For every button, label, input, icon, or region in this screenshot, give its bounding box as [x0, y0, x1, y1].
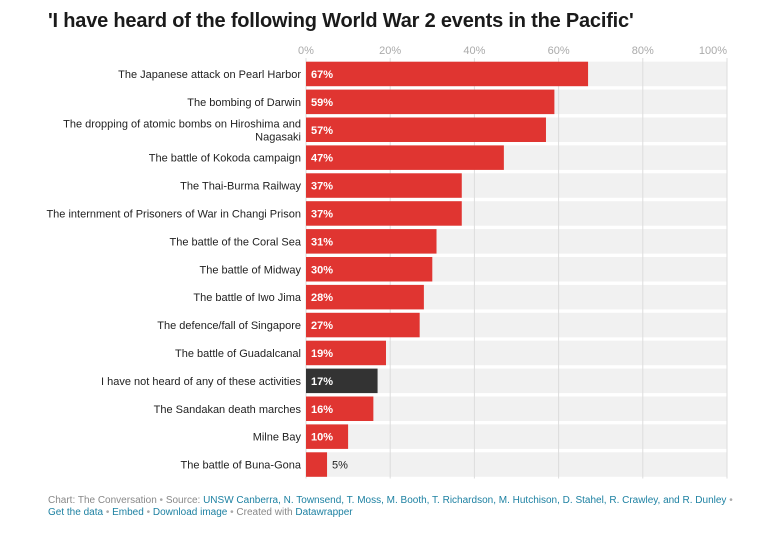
bar-value-label: 28% — [311, 292, 333, 304]
x-tick-label: 20% — [379, 45, 401, 57]
bar-track — [306, 452, 727, 477]
bar — [306, 229, 437, 254]
bar-value-label: 67% — [311, 69, 333, 81]
get-data-link[interactable]: Get the data — [48, 507, 104, 518]
category-label: The dropping of atomic bombs on Hiroshim… — [63, 118, 301, 130]
category-label: The battle of Buna-Gona — [181, 460, 302, 472]
x-tick-label: 60% — [548, 45, 570, 57]
bar — [306, 61, 589, 87]
created-with-label: Created with — [236, 507, 293, 518]
category-label: The battle of Midway — [200, 264, 302, 276]
bar — [306, 284, 424, 310]
x-tick-label: 40% — [463, 45, 485, 57]
bar — [306, 340, 386, 366]
source-prefix: Source: — [165, 495, 201, 506]
category-label: Nagasaki — [255, 131, 301, 143]
bar — [306, 89, 555, 115]
bar-value-label: 27% — [311, 320, 333, 332]
bar — [306, 173, 462, 198]
category-label: The battle of Kokoda campaign — [149, 153, 301, 165]
download-image-link[interactable]: Download image — [152, 507, 228, 518]
x-tick-label: 100% — [699, 45, 727, 57]
embed-link[interactable]: Embed — [112, 507, 144, 518]
bar-value-label: 5% — [332, 460, 348, 472]
bar-value-label: 16% — [311, 404, 333, 416]
bar — [306, 312, 420, 338]
bar-value-label: 37% — [311, 208, 333, 220]
bar — [306, 452, 328, 477]
category-label: The Japanese attack on Pearl Harbor — [118, 69, 301, 81]
bar — [306, 145, 504, 170]
bar — [306, 368, 378, 394]
category-label: The battle of Iwo Jima — [193, 292, 301, 304]
chart-footer: Chart: The Conversation • Source: UNSW C… — [48, 495, 733, 518]
x-tick-label: 0% — [298, 45, 314, 57]
bar-value-label: 30% — [311, 264, 333, 276]
category-label: The internment of Prisoners of War in Ch… — [46, 208, 301, 220]
x-tick-label: 80% — [632, 45, 654, 57]
bar — [306, 396, 374, 421]
bar-value-label: 59% — [311, 97, 333, 109]
chart-credit: Chart: The Conversation — [48, 495, 157, 506]
bar-chart: 0% 20% 40% 60% 80% 100% The Japanese attack on… — [46, 45, 728, 479]
bar-value-label: 57% — [311, 125, 333, 137]
bar-track — [306, 396, 727, 421]
bar — [306, 117, 546, 142]
category-label: The Sandakan death marches — [154, 404, 302, 416]
bar — [306, 257, 433, 282]
category-label: The battle of Guadalcanal — [175, 348, 301, 360]
bar-value-label: 10% — [311, 432, 333, 444]
bar-value-label: 17% — [311, 376, 333, 388]
bar-value-label: 31% — [311, 236, 333, 248]
bar-value-label: 37% — [311, 181, 333, 193]
bar — [306, 201, 462, 226]
bar-value-label: 47% — [311, 153, 333, 165]
source-link[interactable]: UNSW Canberra, N. Townsend, T. Moss, M. … — [203, 495, 727, 506]
category-label: The bombing of Darwin — [187, 97, 301, 109]
datawrapper-link[interactable]: Datawrapper — [295, 507, 353, 518]
category-label: I have not heard of any of these activit… — [101, 376, 301, 388]
bar-value-label: 19% — [311, 348, 333, 360]
bar-track — [306, 424, 727, 449]
bar — [306, 424, 349, 449]
category-label: The Thai-Burma Railway — [180, 181, 301, 193]
category-label: The defence/fall of Singapore — [157, 320, 301, 332]
category-label: The battle of the Coral Sea — [170, 236, 302, 248]
category-label: Milne Bay — [253, 432, 302, 444]
chart-title: 'I have heard of the following World War… — [48, 10, 634, 32]
